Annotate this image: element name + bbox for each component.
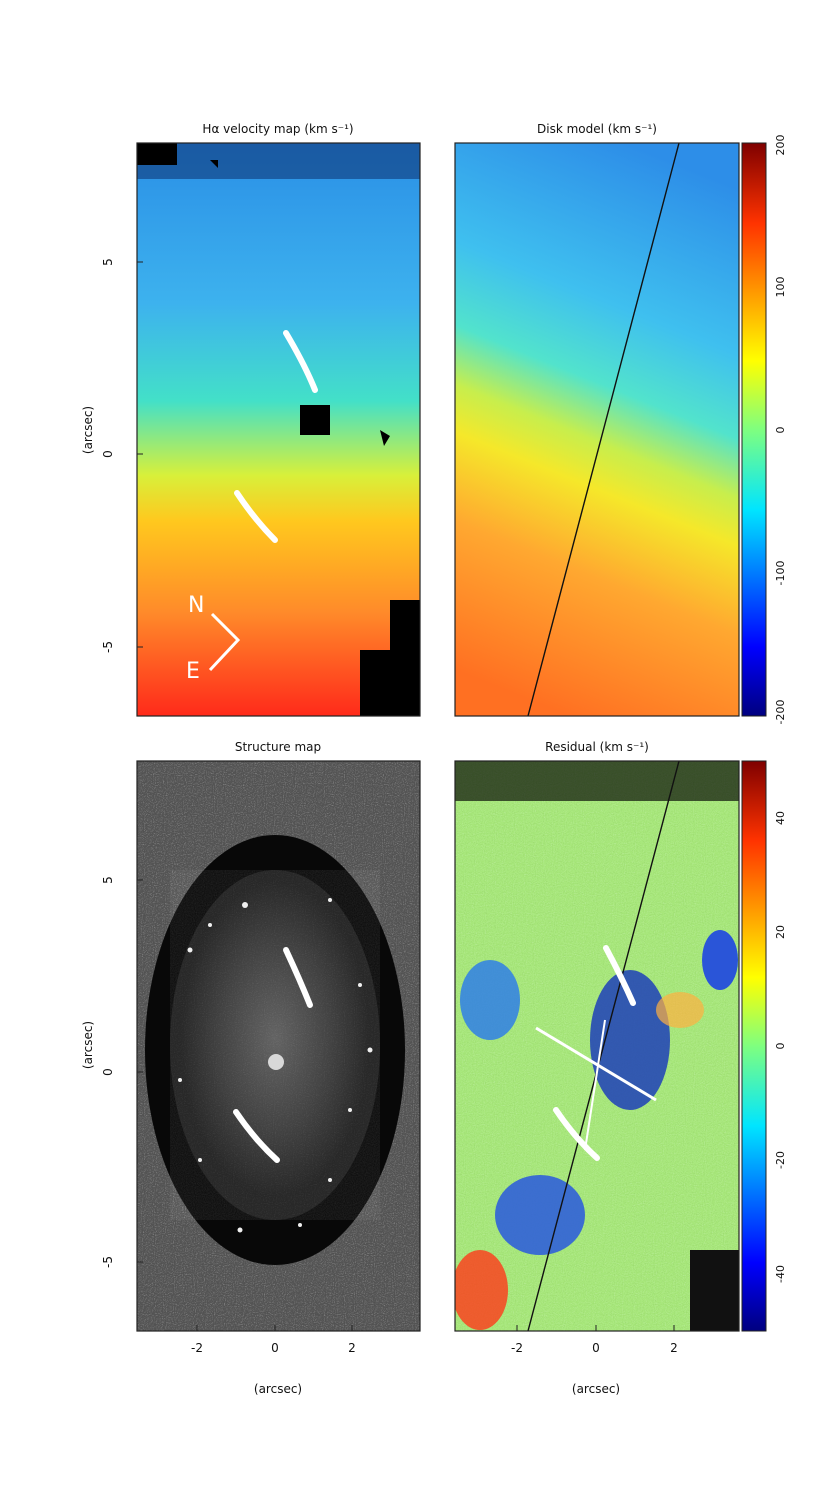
velocity-map-image — [137, 143, 420, 716]
panel-velocity-map: N E Hα velocity map (km s⁻¹) 5 0 -5 (arc… — [81, 122, 421, 717]
residual-x-label: (arcsec) — [572, 1382, 620, 1396]
residual-colorbar-ticks: 40 20 0 -20 -40 — [774, 811, 787, 1283]
residual-cbar-tick--40: -40 — [774, 1265, 787, 1283]
velocity-map-y-axis: 5 0 -5 (arcsec) — [81, 258, 115, 653]
structure-y-tick--5: -5 — [101, 1256, 115, 1268]
residual-colorbar — [741, 760, 767, 1332]
structure-y-tick-5: 5 — [101, 876, 115, 884]
velocity-y-tick-5: 5 — [101, 258, 115, 266]
disk-cbar-tick--200: -200 — [774, 700, 787, 725]
panel-residual: Residual (km s⁻¹) 40 20 0 -20 -40 -2 0 2… — [454, 740, 787, 1396]
structure-x-tick--2: -2 — [191, 1341, 203, 1355]
residual-x-tick--2: -2 — [511, 1341, 523, 1355]
residual-cbar-tick-0: 0 — [774, 1043, 787, 1050]
disk-model-title: Disk model (km s⁻¹) — [537, 122, 657, 136]
velocity-y-tick--5: -5 — [101, 641, 115, 653]
velocity-y-label: (arcsec) — [81, 406, 95, 454]
residual-title: Residual (km s⁻¹) — [545, 740, 649, 754]
panel-structure-map: Structure map 5 0 -5 (arcsec) -2 0 2 (ar… — [81, 740, 421, 1396]
disk-colorbar — [741, 142, 767, 717]
disk-colorbar-ticks: 200 100 0 -100 -200 — [774, 135, 787, 725]
velocity-map-title: Hα velocity map (km s⁻¹) — [202, 122, 353, 136]
structure-map-title: Structure map — [235, 740, 321, 754]
residual-white-cross-1 — [535, 1026, 657, 1102]
disk-cbar-tick-200: 200 — [774, 135, 787, 156]
disk-cbar-tick-0: 0 — [774, 427, 787, 434]
residual-x-axis: -2 0 2 (arcsec) — [511, 1341, 678, 1396]
structure-map-y-axis: 5 0 -5 (arcsec) — [81, 876, 115, 1268]
disk-cbar-tick--100: -100 — [774, 561, 787, 586]
compass-north-label: N — [188, 593, 204, 618]
panel-disk-model: Disk model (km s⁻¹) 200 100 0 -100 -200 — [454, 122, 787, 725]
velocity-y-tick-0: 0 — [101, 450, 115, 458]
residual-cbar-tick-20: 20 — [774, 925, 787, 939]
structure-x-label: (arcsec) — [254, 1382, 302, 1396]
disk-model-image — [455, 143, 739, 716]
residual-cbar-tick--20: -20 — [774, 1151, 787, 1169]
disk-major-axis-line — [527, 143, 680, 716]
structure-x-tick-0: 0 — [271, 1341, 279, 1355]
compass-east-label: E — [186, 659, 200, 684]
residual-x-tick-2: 2 — [670, 1341, 678, 1355]
structure-y-tick-0: 0 — [101, 1068, 115, 1076]
disk-cbar-tick-100: 100 — [774, 277, 787, 298]
residual-major-axis-line — [527, 761, 680, 1331]
residual-cbar-tick-40: 40 — [774, 811, 787, 825]
structure-y-label: (arcsec) — [81, 1021, 95, 1069]
structure-map-x-axis: -2 0 2 (arcsec) — [191, 1341, 356, 1396]
axis-tick-marks — [137, 261, 675, 1331]
structure-x-tick-2: 2 — [348, 1341, 356, 1355]
residual-x-tick-0: 0 — [592, 1341, 600, 1355]
